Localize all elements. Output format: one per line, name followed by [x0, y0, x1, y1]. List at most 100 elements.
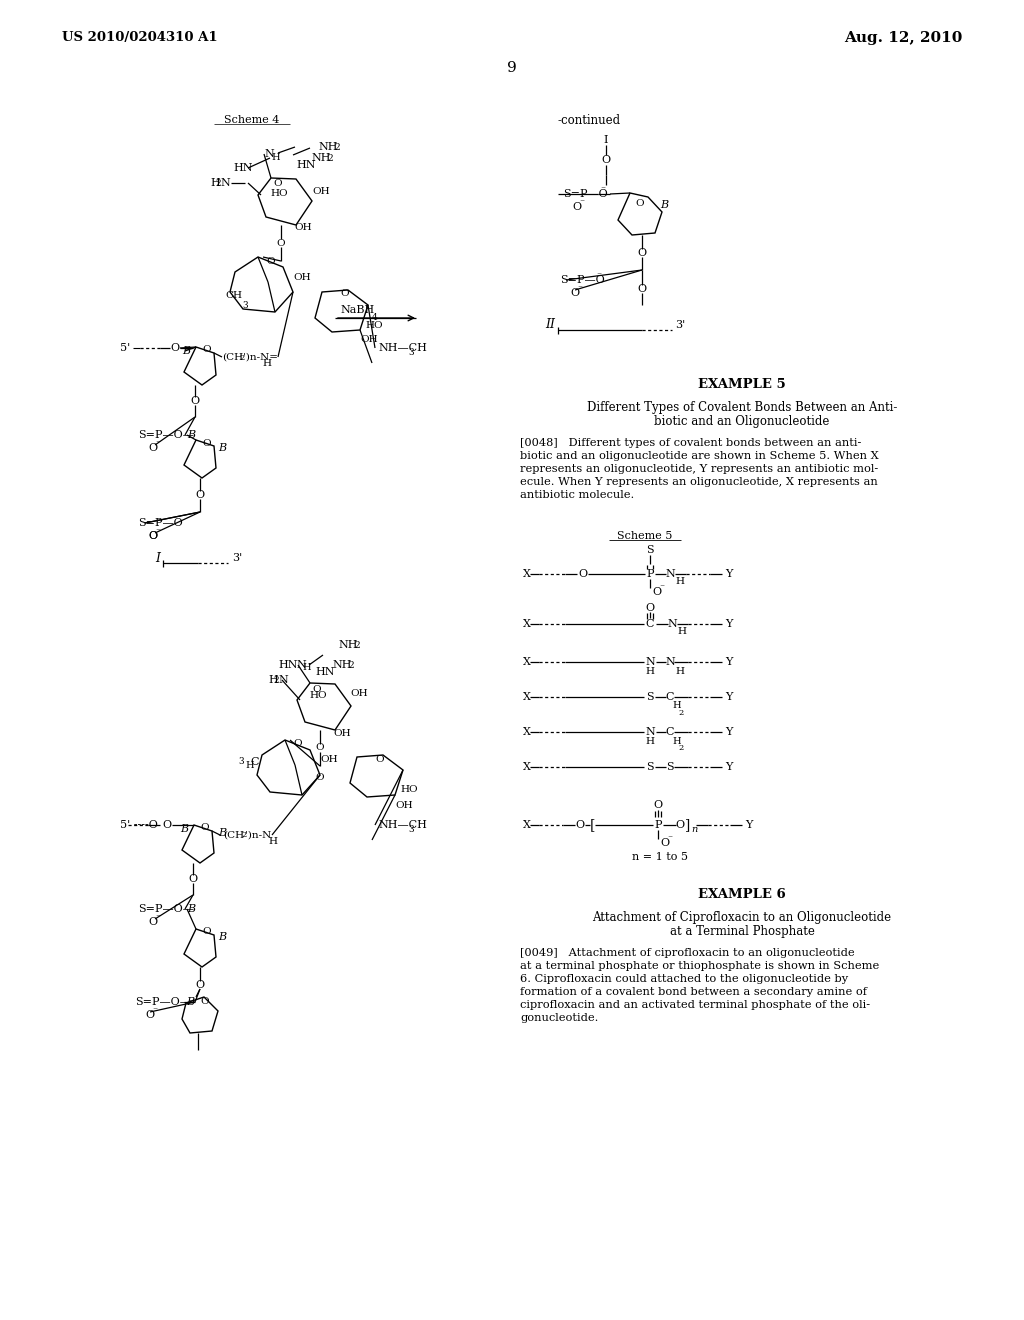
Text: B: B — [180, 824, 188, 834]
Text: X: X — [523, 569, 530, 579]
Text: B: B — [218, 444, 226, 453]
Text: 5' ----O: 5' ----O — [120, 820, 158, 830]
Text: O: O — [188, 874, 198, 884]
Text: NaBH: NaBH — [340, 305, 374, 315]
Text: B: B — [187, 430, 196, 440]
Text: H: H — [672, 737, 681, 746]
Text: S=P—O—: S=P—O— — [138, 904, 194, 913]
Text: HO: HO — [309, 692, 327, 701]
Text: O: O — [601, 154, 610, 165]
Text: EXAMPLE 6: EXAMPLE 6 — [698, 888, 785, 902]
Text: N: N — [666, 657, 675, 667]
Text: 2: 2 — [327, 154, 333, 162]
Text: n: n — [691, 825, 697, 834]
Text: H: H — [675, 667, 684, 676]
Text: P: P — [646, 569, 653, 579]
Text: O: O — [190, 396, 200, 407]
Text: US 2010/0204310 A1: US 2010/0204310 A1 — [62, 32, 218, 45]
Text: O: O — [637, 248, 646, 257]
Text: 4: 4 — [372, 313, 378, 322]
Text: 2: 2 — [678, 709, 683, 717]
Text: HO: HO — [365, 321, 383, 330]
Text: ]: ] — [685, 818, 690, 832]
Text: OH: OH — [293, 272, 310, 281]
Text: O: O — [266, 256, 275, 265]
Text: ⁻: ⁻ — [155, 913, 160, 923]
Text: S=P—O: S=P—O — [560, 275, 605, 285]
Text: biotic and an oligonucleotide are shown in Scheme 5. When X: biotic and an oligonucleotide are shown … — [520, 451, 879, 461]
Text: O: O — [579, 569, 588, 579]
Text: O: O — [145, 1010, 155, 1020]
Text: H: H — [645, 667, 654, 676]
Text: ⁻: ⁻ — [667, 834, 672, 843]
Text: ⁻: ⁻ — [600, 186, 605, 194]
Text: O: O — [315, 774, 324, 783]
Text: O: O — [294, 739, 302, 748]
Text: -continued: -continued — [558, 114, 622, 127]
Text: 9: 9 — [507, 61, 517, 75]
Text: gonucleotide.: gonucleotide. — [520, 1012, 598, 1023]
Text: NH: NH — [318, 143, 338, 152]
Text: C: C — [666, 692, 674, 702]
Text: OH: OH — [333, 729, 350, 738]
Text: B: B — [218, 828, 226, 838]
Text: O: O — [203, 438, 211, 447]
Text: ⁻: ⁻ — [152, 1006, 157, 1015]
Text: B: B — [182, 346, 190, 356]
Text: O: O — [315, 743, 325, 752]
Text: N: N — [645, 657, 655, 667]
Text: Scheme 5: Scheme 5 — [617, 531, 673, 541]
Text: I: I — [155, 552, 160, 565]
Text: S: S — [646, 762, 653, 772]
Text: Attachment of Ciprofloxacin to an Oligonucleotide: Attachment of Ciprofloxacin to an Oligon… — [593, 911, 892, 924]
Text: H: H — [210, 178, 220, 187]
Text: Different Types of Covalent Bonds Between an Anti-: Different Types of Covalent Bonds Betwee… — [587, 400, 897, 413]
Text: N: N — [645, 727, 655, 737]
Text: 3: 3 — [408, 348, 414, 356]
Text: O: O — [148, 531, 157, 541]
Text: H: H — [645, 737, 654, 746]
Text: H: H — [672, 701, 681, 710]
Text: 2: 2 — [348, 661, 353, 671]
Text: CH: CH — [225, 290, 242, 300]
Text: H: H — [302, 664, 310, 672]
Text: 5': 5' — [120, 343, 130, 352]
Text: antibiotic molecule.: antibiotic molecule. — [520, 490, 634, 500]
Text: N: N — [264, 149, 273, 158]
Text: H: H — [677, 627, 686, 636]
Text: O: O — [170, 343, 179, 352]
Text: at a Terminal Phosphate: at a Terminal Phosphate — [670, 924, 814, 937]
Text: 2: 2 — [334, 143, 340, 152]
Text: 2: 2 — [354, 642, 359, 649]
Text: HN: HN — [296, 160, 315, 170]
Text: O: O — [636, 198, 644, 207]
Text: NH—CH: NH—CH — [378, 820, 427, 830]
Text: (CH: (CH — [223, 830, 244, 840]
Text: I: I — [604, 135, 608, 145]
Text: O: O — [660, 838, 669, 847]
Text: O: O — [376, 755, 384, 763]
Text: HN: HN — [233, 162, 253, 173]
Text: EXAMPLE 5: EXAMPLE 5 — [698, 379, 785, 392]
Text: H: H — [245, 760, 254, 770]
Text: S=P—O: S=P—O — [563, 189, 608, 199]
Text: n = 1 to 5: n = 1 to 5 — [632, 851, 688, 862]
Text: N: N — [296, 660, 306, 671]
Text: N: N — [278, 675, 288, 685]
Text: O: O — [163, 820, 172, 830]
Text: O: O — [201, 997, 209, 1006]
Text: X: X — [523, 657, 530, 667]
Text: H: H — [262, 359, 271, 368]
Text: N: N — [667, 619, 677, 630]
Text: 2: 2 — [678, 744, 683, 752]
Text: HO: HO — [400, 785, 418, 795]
Text: OH: OH — [395, 800, 413, 809]
Text: O: O — [203, 346, 211, 355]
Text: ')n-N=: ')n-N= — [243, 352, 278, 362]
Text: ⁻: ⁻ — [596, 272, 601, 281]
Text: C: C — [646, 619, 654, 630]
Text: Y: Y — [725, 762, 732, 772]
Text: ')n-N: ')n-N — [245, 830, 271, 840]
Text: NH: NH — [338, 640, 357, 649]
Text: formation of a covalent bond between a secondary amine of: formation of a covalent bond between a s… — [520, 987, 867, 997]
